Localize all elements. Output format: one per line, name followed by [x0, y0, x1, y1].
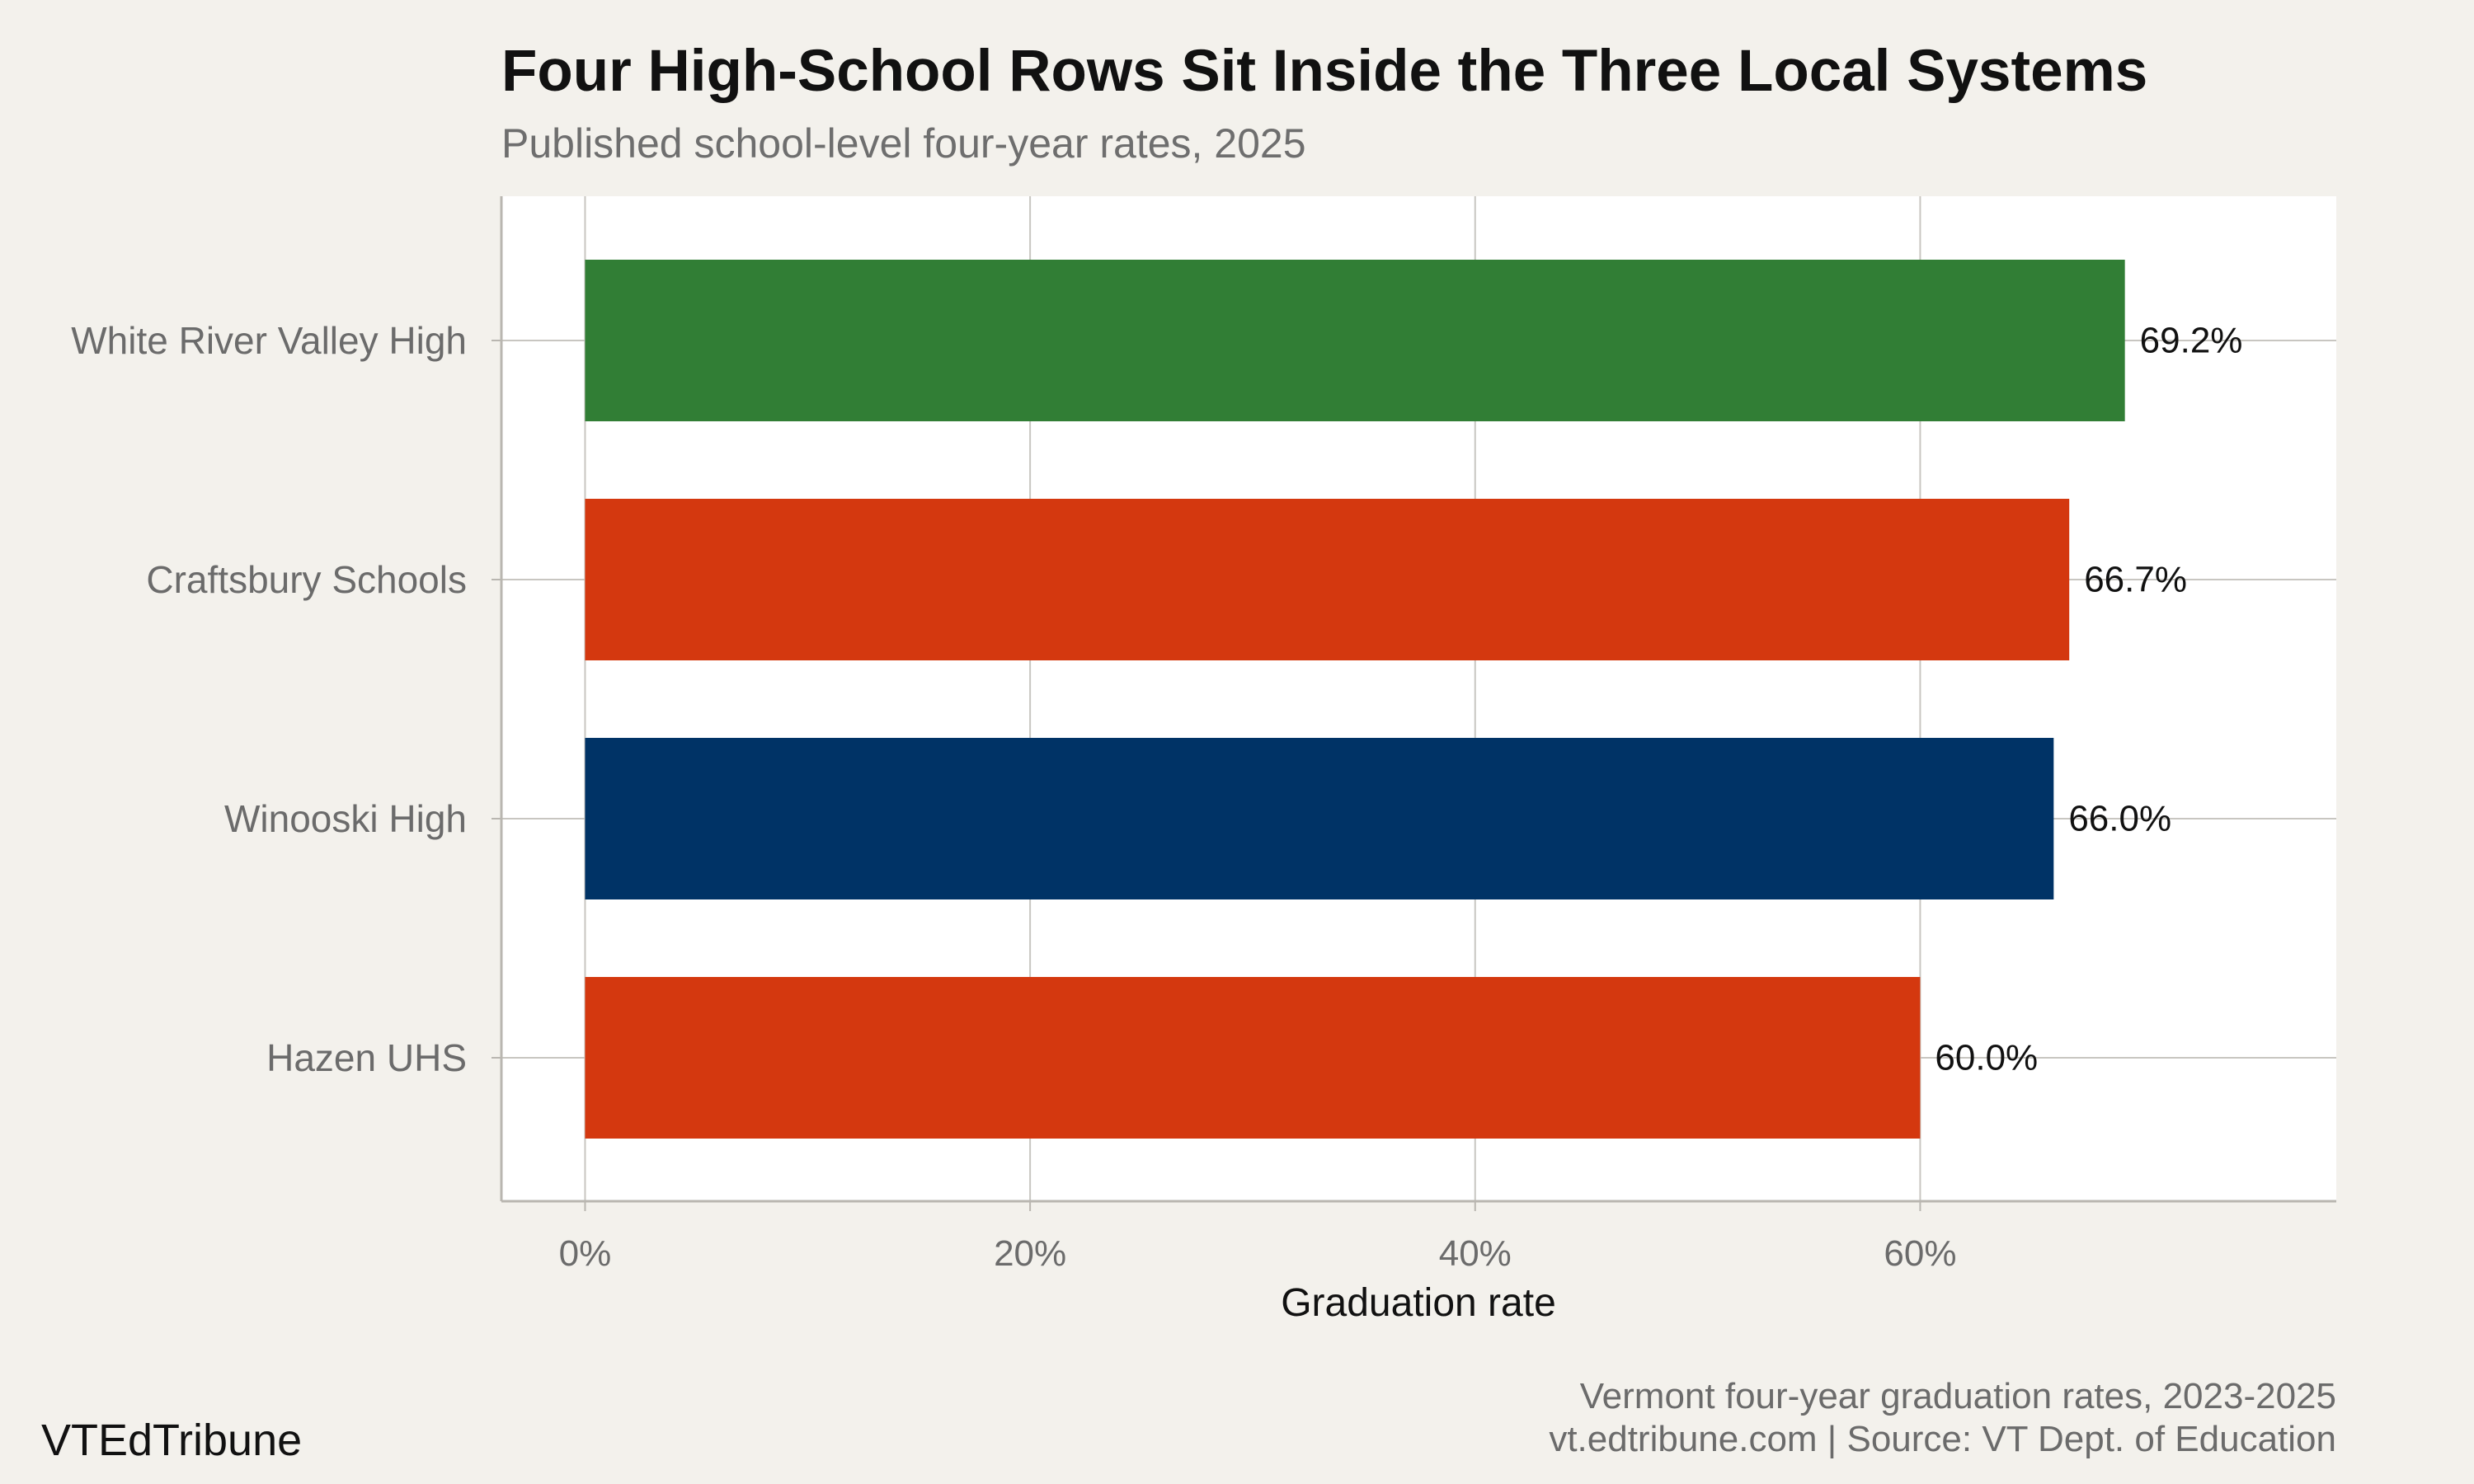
data-label: 60.0% — [1935, 1038, 2038, 1078]
footer-source: vt.edtribune.com | Source: VT Dept. of E… — [1549, 1419, 2336, 1459]
x-tick-label: 40% — [1439, 1233, 1512, 1274]
chart-subtitle: Published school-level four-year rates, … — [501, 120, 1306, 167]
footer-note: Vermont four-year graduation rates, 2023… — [1580, 1376, 2336, 1416]
data-label: 69.2% — [2140, 321, 2243, 361]
category-label: White River Valley High — [71, 319, 467, 362]
bar — [585, 260, 2125, 421]
bar — [585, 738, 2054, 899]
x-tick-label: 60% — [1884, 1233, 1956, 1274]
labels: White River Valley High Craftsbury School… — [71, 319, 2242, 1274]
x-axis-title: Graduation rate — [1281, 1281, 1556, 1325]
bar — [585, 499, 2070, 660]
bar — [585, 977, 1921, 1139]
chart-title: Four High-School Rows Sit Inside the Thr… — [501, 39, 2147, 104]
category-label: Winooski High — [224, 797, 467, 840]
brand-logo-text: VTEdTribune — [41, 1416, 302, 1465]
axes — [492, 196, 2336, 1211]
x-tick-label: 0% — [559, 1233, 612, 1274]
category-label: Craftsbury Schools — [146, 558, 467, 601]
data-label: 66.0% — [2068, 799, 2171, 839]
data-label: 66.7% — [2084, 560, 2187, 600]
x-tick-label: 20% — [994, 1233, 1066, 1274]
category-label: Hazen UHS — [266, 1036, 467, 1079]
bars — [585, 260, 2125, 1139]
